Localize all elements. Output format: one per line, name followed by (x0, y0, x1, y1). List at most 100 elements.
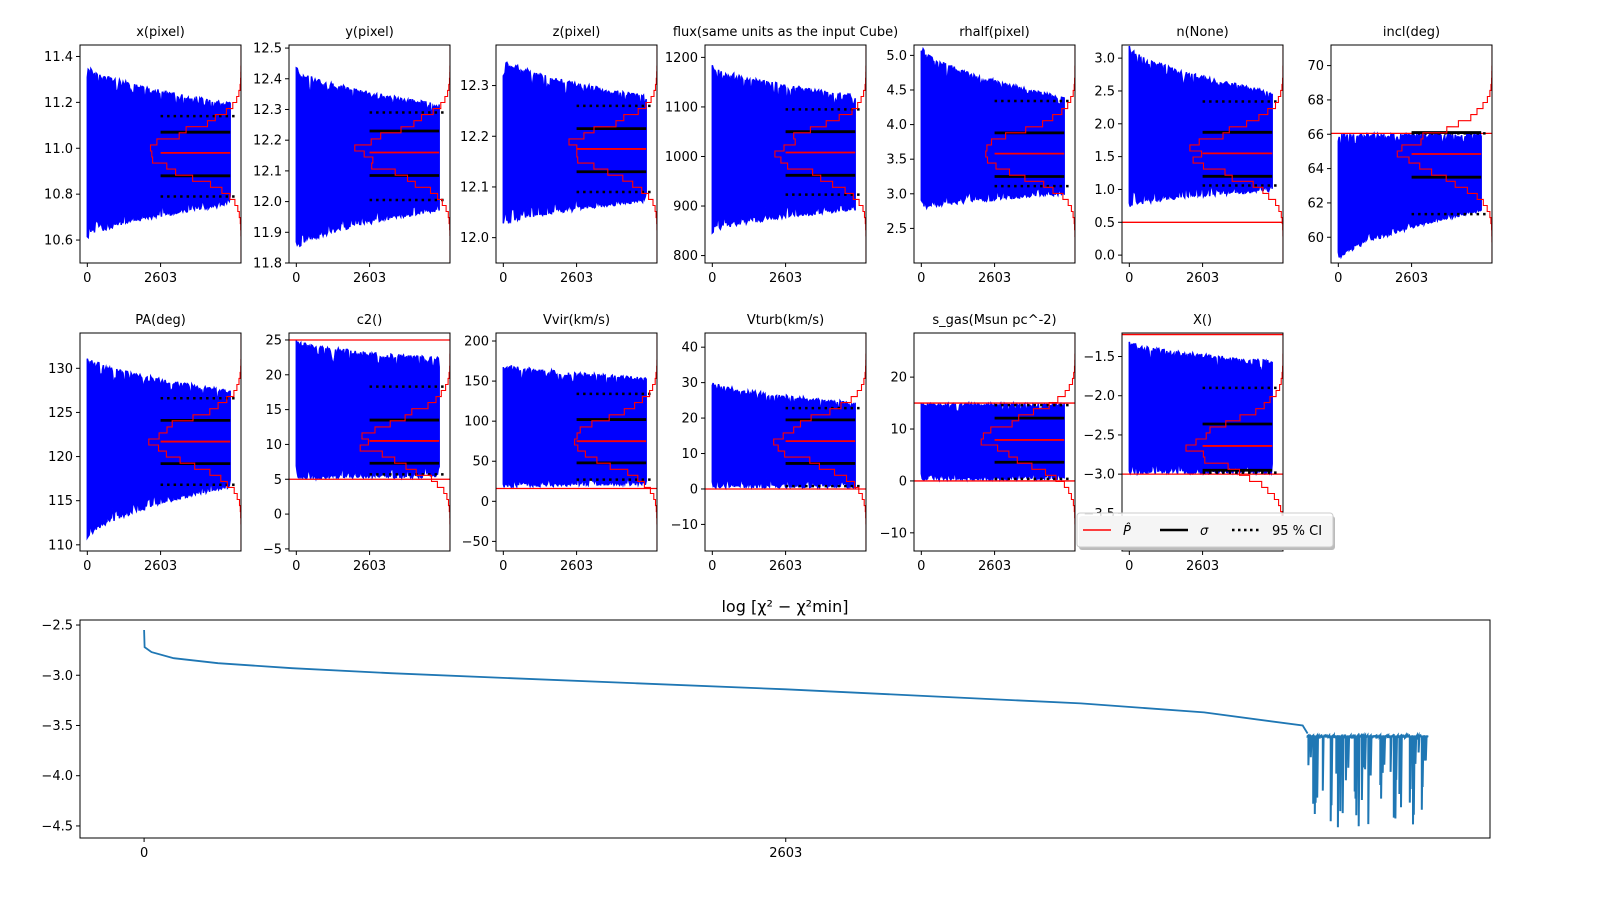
y-tick-label: 70 (1307, 59, 1324, 74)
posterior-histogram (985, 45, 1075, 263)
x-tick-label: 2603 (353, 559, 386, 574)
y-tick-label: 900 (673, 200, 698, 215)
chi-axes-frame (79, 619, 1491, 839)
panel-title: X() (1193, 313, 1212, 328)
y-tick-label: 10 (265, 438, 282, 453)
y-tick-label: 11.0 (44, 142, 73, 157)
y-tick-label: 0 (899, 474, 907, 489)
y-tick-label: −4.0 (41, 769, 73, 784)
y-tick-label: 25 (265, 333, 282, 348)
legend-label: P̂ (1123, 524, 1131, 539)
x-tick-label: 2603 (978, 271, 1011, 286)
y-tick-label: 120 (48, 450, 73, 465)
y-tick-label: 60 (1307, 231, 1324, 246)
y-tick-label: 12.3 (253, 103, 282, 118)
y-tick-label: 15 (265, 403, 282, 418)
panel-rhalf-pixel: rhalf(pixel) 2.5 3.0 3.5 4.0 4.5 5.0 0 2603 (886, 25, 1076, 286)
y-tick-label: 3.0 (886, 187, 907, 202)
y-tick-label: −50 (462, 535, 489, 550)
y-tick-label: 12.2 (460, 130, 489, 145)
panel-title: z(pixel) (553, 25, 601, 40)
y-tick-label: −3.0 (41, 669, 73, 684)
x-tick-label: 2603 (1186, 559, 1219, 574)
chi-square-curve (143, 629, 1309, 734)
y-tick-label: 0 (690, 482, 698, 497)
trace-band (920, 46, 1065, 211)
y-tick-label: 11.9 (253, 226, 282, 241)
x-tick-label: 2603 (560, 271, 593, 286)
x-tick-label: 0 (292, 271, 300, 286)
panel-flux-same-units-as-the-input-cube: flux(same units as the input Cube) 800 900… (665, 25, 898, 286)
y-tick-label: 1.0 (1094, 183, 1115, 198)
legend-label: σ (1200, 524, 1209, 539)
panel-title: s_gas(Msun pc^-2) (932, 313, 1056, 328)
x-tick-label: 2603 (978, 559, 1011, 574)
y-tick-label: 3.0 (1094, 52, 1115, 67)
y-tick-label: −10 (671, 518, 698, 533)
x-tick-label: 0 (140, 846, 148, 861)
y-tick-label: 100 (464, 415, 489, 430)
y-tick-label: 2.0 (1094, 117, 1115, 132)
panel-title: Vturb(km/s) (747, 313, 824, 328)
panel-z-pixel: z(pixel) 12.0 12.1 12.2 12.3 0 2603 (460, 25, 658, 286)
trace-band (1128, 341, 1273, 477)
y-tick-label: 50 (472, 455, 489, 470)
panel-title: flux(same units as the input Cube) (673, 25, 898, 40)
y-tick-label: 10 (681, 447, 698, 462)
panel-incl-deg: incl(deg) 60 62 64 66 68 70 0 2603 (1307, 25, 1493, 286)
y-tick-label: 1.5 (1094, 150, 1115, 165)
y-tick-label: 1200 (665, 51, 698, 66)
y-tick-label: 10.8 (44, 188, 73, 203)
x-tick-label: 2603 (560, 559, 593, 574)
panel-title: rhalf(pixel) (959, 25, 1029, 40)
panel-n-none: n(None) 0.0 0.5 1.0 1.5 2.0 2.5 3.0 0 2603 (1094, 25, 1284, 286)
x-tick-label: 0 (1125, 559, 1133, 574)
y-tick-label: 30 (681, 376, 698, 391)
y-tick-label: −2.0 (1083, 389, 1115, 404)
panel-title: n(None) (1176, 25, 1228, 40)
trace-band (502, 61, 647, 224)
legend-label: 95 % CI (1272, 524, 1322, 539)
panel-vvir-km-s: Vvir(km/s) −50 0 50 100 150 200 0 2603 (462, 313, 658, 574)
panel-title: y(pixel) (345, 25, 394, 40)
trace-band (711, 382, 856, 491)
y-tick-label: 20 (681, 412, 698, 427)
panel-s-gas-msun-pc-2: s_gas(Msun pc^-2) −10 0 10 20 0 2603 (880, 313, 1076, 574)
y-tick-label: −10 (880, 526, 907, 541)
y-tick-label: 4.0 (886, 118, 907, 133)
posterior-histogram (1189, 45, 1283, 263)
chi-square-panel: log [χ² − χ²min] −4.5 −4.0 −3.5 −3.0 −2.5 0 26… (41, 597, 1491, 861)
y-tick-label: 12.3 (460, 79, 489, 94)
trace-band (295, 340, 440, 482)
panel-x-pixel: x(pixel) 10.6 10.8 11.0 11.2 11.4 0 2603 (44, 25, 242, 286)
panel-title: x(pixel) (136, 25, 185, 40)
posterior-histogram (354, 45, 450, 263)
y-tick-label: 66 (1307, 128, 1324, 143)
x-tick-label: 0 (917, 271, 925, 286)
y-tick-label: 12.0 (460, 231, 489, 246)
y-tick-label: 800 (673, 249, 698, 264)
panel-title: PA(deg) (135, 313, 186, 328)
x-tick-label: 0 (917, 559, 925, 574)
posterior-histogram (359, 333, 450, 551)
chi-square-title: log [χ² − χ²min] (721, 597, 848, 616)
y-tick-label: −2.5 (1083, 428, 1115, 443)
y-tick-label: 5 (274, 473, 282, 488)
posterior-histogram (1396, 45, 1492, 263)
posterior-histogram (774, 45, 866, 263)
x-tick-label: 0 (499, 271, 507, 286)
x-tick-label: 0 (1125, 271, 1133, 286)
x-tick-label: 0 (292, 559, 300, 574)
legend-box (1076, 512, 1334, 548)
posterior-histogram (1185, 333, 1283, 551)
panel-y-pixel: y(pixel) 11.8 11.9 12.0 12.1 12.2 12.3 12.4 12.5… (253, 25, 451, 286)
x-tick-label: 2603 (144, 559, 177, 574)
y-tick-label: 11.4 (44, 50, 73, 65)
y-tick-label: 20 (890, 371, 907, 386)
chi-square-noisy-segment (1306, 731, 1429, 828)
y-tick-label: 12.2 (253, 134, 282, 149)
y-tick-label: 125 (48, 406, 73, 421)
x-tick-label: 2603 (769, 846, 802, 861)
